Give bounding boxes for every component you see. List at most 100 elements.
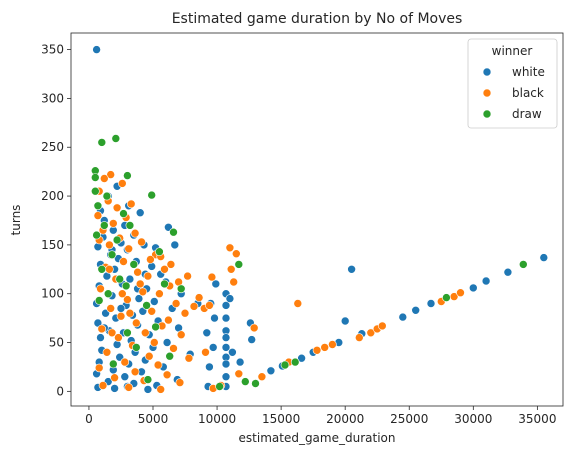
point-draw bbox=[252, 380, 260, 388]
point-draw bbox=[122, 282, 130, 290]
y-tick-label: 0 bbox=[56, 384, 64, 398]
point-black bbox=[185, 354, 193, 362]
y-axis: 0 50 100 150 200 250 300 350 bbox=[41, 43, 71, 399]
point-draw bbox=[144, 376, 152, 384]
y-tick-label: 150 bbox=[41, 238, 64, 252]
point-black bbox=[163, 371, 171, 379]
point-draw bbox=[152, 323, 160, 331]
point-black bbox=[161, 265, 169, 273]
point-draw bbox=[216, 383, 224, 391]
x-tick-label: 5000 bbox=[138, 412, 169, 426]
point-draw bbox=[170, 228, 178, 236]
point-black bbox=[205, 301, 213, 309]
point-white bbox=[222, 334, 230, 342]
point-draw bbox=[109, 360, 117, 368]
point-draw bbox=[132, 343, 140, 351]
point-white bbox=[482, 277, 490, 285]
point-white bbox=[97, 334, 105, 342]
point-draw bbox=[241, 378, 249, 386]
point-black bbox=[154, 361, 162, 369]
point-black bbox=[144, 272, 152, 280]
point-black bbox=[131, 368, 139, 376]
point-white bbox=[248, 336, 256, 344]
point-white bbox=[113, 341, 121, 349]
point-black bbox=[378, 322, 386, 330]
point-black bbox=[226, 244, 234, 252]
point-white bbox=[150, 298, 158, 306]
point-black bbox=[100, 175, 108, 183]
point-white bbox=[222, 360, 230, 368]
point-white bbox=[209, 343, 217, 351]
y-tick-label: 50 bbox=[49, 336, 64, 350]
y-axis-label: turns bbox=[9, 205, 23, 236]
point-black bbox=[113, 204, 121, 212]
point-black bbox=[457, 289, 465, 297]
point-black bbox=[145, 352, 153, 360]
y-tick-label: 350 bbox=[41, 43, 64, 57]
point-white bbox=[163, 339, 171, 347]
point-white bbox=[236, 358, 244, 366]
point-white bbox=[226, 295, 234, 303]
x-tick-label: 35000 bbox=[518, 412, 556, 426]
point-black bbox=[127, 200, 135, 208]
point-draw bbox=[98, 265, 106, 273]
point-draw bbox=[155, 248, 163, 256]
x-tick-label: 25000 bbox=[390, 412, 428, 426]
point-white bbox=[111, 384, 119, 392]
point-black bbox=[94, 212, 102, 220]
point-draw bbox=[91, 174, 99, 182]
point-white bbox=[504, 268, 512, 276]
legend-title: winner bbox=[492, 44, 533, 58]
point-black bbox=[184, 272, 192, 280]
point-draw bbox=[95, 297, 103, 305]
point-draw bbox=[93, 231, 101, 239]
point-white bbox=[144, 385, 152, 393]
point-black bbox=[107, 304, 115, 312]
point-black bbox=[131, 229, 139, 237]
point-black bbox=[313, 346, 321, 354]
point-draw bbox=[130, 260, 138, 268]
point-white bbox=[211, 314, 219, 322]
point-white bbox=[222, 314, 230, 322]
point-black bbox=[138, 238, 146, 246]
point-black bbox=[157, 385, 165, 393]
point-white bbox=[348, 265, 356, 273]
point-black bbox=[105, 265, 113, 273]
point-black bbox=[108, 329, 116, 337]
legend-label-white: white bbox=[512, 65, 545, 79]
point-draw bbox=[116, 275, 124, 283]
point-black bbox=[164, 316, 172, 324]
point-white bbox=[171, 241, 179, 249]
point-black bbox=[98, 325, 106, 333]
point-white bbox=[205, 363, 213, 371]
point-black bbox=[208, 273, 216, 281]
point-black bbox=[176, 379, 184, 387]
point-black bbox=[294, 300, 302, 308]
point-black bbox=[105, 241, 113, 249]
point-black bbox=[232, 250, 240, 258]
point-black bbox=[109, 219, 117, 227]
legend-marker-white bbox=[483, 68, 491, 76]
point-black bbox=[328, 341, 336, 349]
point-draw bbox=[98, 138, 106, 146]
point-black bbox=[321, 343, 329, 351]
legend-label-draw: draw bbox=[512, 107, 542, 121]
point-draw bbox=[104, 290, 112, 298]
legend-marker-black bbox=[483, 89, 491, 97]
x-tick-label: 0 bbox=[85, 412, 93, 426]
point-black bbox=[355, 334, 363, 342]
point-black bbox=[95, 364, 103, 372]
point-black bbox=[155, 290, 163, 298]
point-black bbox=[132, 319, 140, 327]
point-draw bbox=[148, 191, 156, 199]
point-white bbox=[412, 306, 420, 314]
point-white bbox=[540, 254, 548, 262]
point-draw bbox=[519, 260, 527, 268]
point-white bbox=[203, 329, 211, 337]
point-white bbox=[267, 367, 275, 375]
point-black bbox=[177, 331, 185, 339]
point-draw bbox=[108, 251, 116, 259]
point-white bbox=[93, 46, 101, 54]
point-white bbox=[228, 348, 236, 356]
